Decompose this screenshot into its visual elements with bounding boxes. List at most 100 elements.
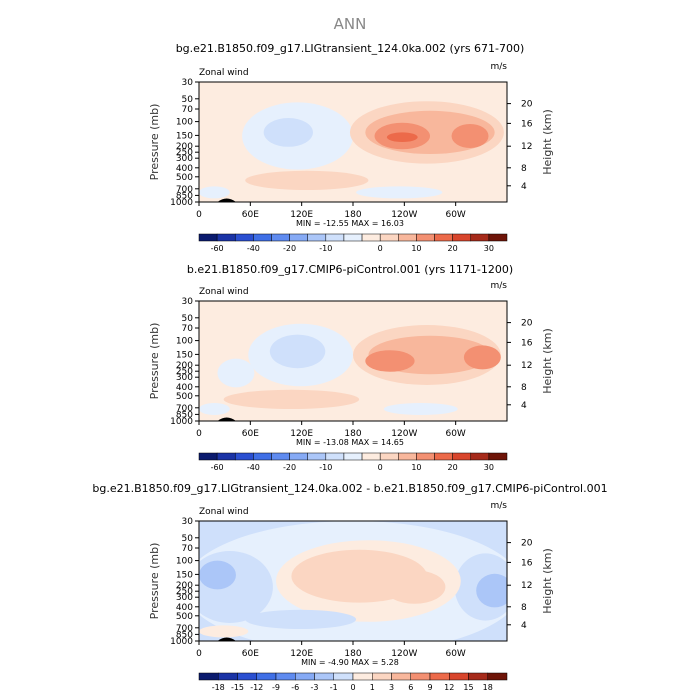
colorbar-tick-label: 0	[378, 463, 383, 472]
x-tick-label: 0	[196, 429, 202, 439]
contour-region	[245, 609, 357, 630]
panel-3: bg.e21.B1850.f09_g17.LIGtransient_124.0k…	[92, 482, 607, 692]
y-tick-label: 200	[176, 361, 193, 371]
contour-region	[199, 186, 230, 199]
y-tick-label: 700	[176, 404, 193, 414]
y2-tick-label: 20	[521, 539, 533, 549]
y-tick-label: 250	[176, 148, 193, 158]
topography	[217, 637, 236, 641]
colorbar-box	[295, 672, 315, 681]
colorbar-tick-label: -60	[211, 244, 224, 253]
colorbar-box	[234, 452, 254, 461]
panel-2-plot: Zonal windm/s305070100150200250300400500…	[148, 281, 554, 472]
colorbar-box	[333, 672, 354, 681]
y2-tick-label: 20	[521, 319, 533, 329]
colorbar-tick-label: 6	[408, 683, 413, 692]
colorbar-tick-label: -20	[283, 244, 296, 253]
x-tick-label: 120W	[391, 429, 417, 439]
colorbar-tick-label: 0	[350, 683, 355, 692]
colorbar-tick-label: 3	[389, 683, 394, 692]
colorbar-tick-label: 20	[448, 244, 458, 253]
panel-1-plot: Zonal windm/s305070100150200250300400500…	[148, 62, 554, 253]
y2-tick-label: 16	[521, 558, 533, 568]
x-tick-label: 120E	[290, 210, 313, 220]
topography	[217, 198, 236, 202]
colorbar-tick-label: 15	[463, 683, 473, 692]
y-tick-label: 50	[182, 95, 194, 105]
contour-region	[383, 403, 458, 415]
y-tick-label: 100	[176, 337, 193, 347]
colorbar-tick-label: -6	[291, 683, 299, 692]
y-tick-label: 30	[182, 78, 194, 88]
x-tick-label: 60E	[242, 210, 259, 220]
y-tick-label: 70	[182, 105, 194, 115]
contour-region	[199, 551, 273, 623]
y-tick-label: 1000	[170, 198, 193, 208]
contour-field	[199, 521, 507, 641]
colorbar-box	[361, 452, 381, 461]
y-tick-label: 70	[182, 324, 194, 334]
colorbar-box	[429, 672, 450, 681]
colorbar-box	[379, 452, 399, 461]
colorbar-box	[410, 672, 431, 681]
contour-region	[199, 625, 249, 638]
panel-3-title: bg.e21.B1850.f09_g17.LIGtransient_124.0k…	[92, 482, 607, 495]
contour-region	[476, 573, 507, 608]
colorbar-box	[343, 452, 363, 461]
colorbar-box	[434, 233, 453, 242]
variable-label: Zonal wind	[199, 287, 249, 297]
stats-label: MIN = -13.08 MAX = 14.65	[296, 438, 404, 447]
y-tick-label: 30	[182, 297, 194, 307]
colorbar-box	[289, 233, 308, 242]
colorbar-box	[198, 672, 219, 681]
colorbar-tick-label: 9	[427, 683, 432, 692]
colorbar-tick-label: 0	[378, 244, 383, 253]
colorbar-box	[253, 233, 272, 242]
colorbar-box	[434, 452, 453, 461]
topography	[217, 417, 236, 421]
y-tick-label: 150	[176, 131, 193, 141]
y-tick-label: 300	[176, 154, 193, 164]
contour-field	[199, 82, 507, 202]
colorbar-tick-label: 12	[444, 683, 454, 692]
colorbar-box	[198, 452, 218, 461]
y2-tick-label: 8	[521, 603, 527, 613]
colorbar-box	[275, 672, 296, 681]
y2-tick-label: 16	[521, 119, 533, 129]
y-tick-label: 200	[176, 581, 193, 591]
y-tick-label: 400	[176, 164, 193, 174]
y-tick-label: 500	[176, 173, 193, 183]
colorbar-tick-label: 30	[484, 244, 494, 253]
colorbar-box	[352, 672, 373, 681]
y-tick-label: 250	[176, 367, 193, 377]
y2-tick-label: 12	[521, 142, 532, 152]
units-label: m/s	[491, 62, 508, 72]
x-tick-label: 60E	[242, 429, 259, 439]
x-tick-label: 180	[344, 210, 361, 220]
colorbar-box	[234, 233, 254, 242]
contour-region	[386, 132, 418, 142]
panel-2-title: b.e21.B1850.f09_g17.CMIP6-piControl.001 …	[187, 263, 513, 276]
colorbar-box	[216, 233, 236, 242]
variable-label: Zonal wind	[199, 68, 249, 78]
colorbar-box	[416, 452, 435, 461]
y-tick-label: 250	[176, 587, 193, 597]
panel-2: b.e21.B1850.f09_g17.CMIP6-piControl.001 …	[148, 263, 554, 472]
colorbar-box	[216, 452, 236, 461]
y2-axis-label: Height (km)	[541, 328, 554, 394]
colorbar-tick-label: -12	[250, 683, 263, 692]
x-tick-label: 0	[196, 210, 202, 220]
y2-tick-label: 4	[521, 621, 527, 631]
colorbar-box	[314, 672, 334, 681]
colorbar-box	[468, 672, 488, 681]
y-tick-label: 1000	[170, 637, 193, 647]
units-label: m/s	[491, 281, 508, 291]
y-tick-label: 400	[176, 603, 193, 613]
contour-region	[223, 389, 360, 409]
colorbar-box	[289, 452, 308, 461]
colorbar-box	[391, 672, 411, 681]
x-tick-label: 180	[344, 429, 361, 439]
y-tick-label: 850	[176, 191, 193, 201]
y-tick-label: 100	[176, 557, 193, 567]
colorbar-box	[452, 452, 472, 461]
